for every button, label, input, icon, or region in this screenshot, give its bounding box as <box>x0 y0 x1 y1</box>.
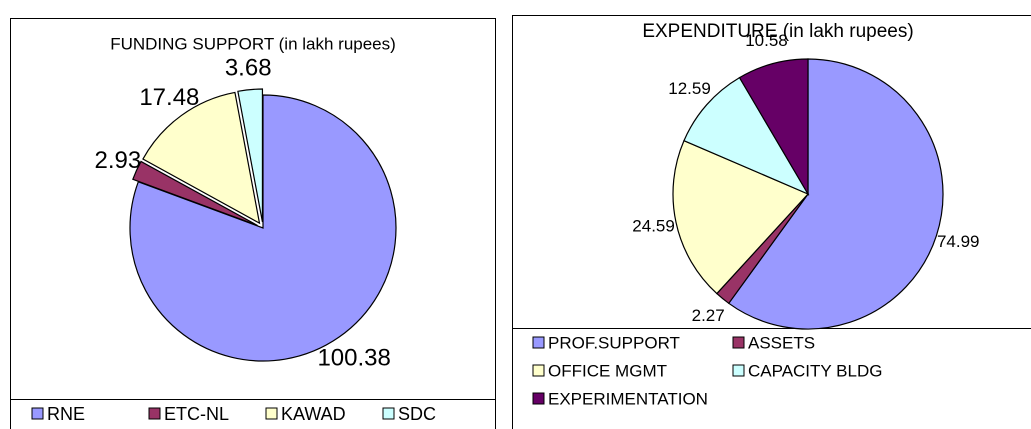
data-label: 2.93 <box>94 147 141 174</box>
data-label: 3.68 <box>225 54 272 81</box>
legend-label: KAWAD <box>281 404 346 424</box>
legend-swatch <box>31 407 44 420</box>
data-label: 74.99 <box>937 232 980 251</box>
legend-frame <box>512 328 1031 429</box>
data-label: 2.27 <box>692 306 725 325</box>
pie-slice <box>727 58 944 330</box>
legend-label: ASSETS <box>748 333 815 352</box>
pie-slice <box>672 139 810 295</box>
legend-label: EXPERIMENTATION <box>548 389 708 408</box>
pie-slice <box>738 58 809 197</box>
legend-swatch <box>532 392 545 405</box>
legend-label: ETC-NL <box>164 404 229 424</box>
pie-slice <box>132 160 258 227</box>
legend-label: PROF.SUPPORT <box>548 333 680 352</box>
pie-slice <box>683 76 810 196</box>
legend-frame <box>10 399 496 429</box>
pie-slice <box>237 88 264 223</box>
legend-swatch <box>265 407 278 420</box>
legend-label: RNE <box>47 404 85 424</box>
chart-frame <box>10 18 496 429</box>
legend-swatch <box>732 364 745 377</box>
chart-title: FUNDING SUPPORT (in lakh rupees) <box>110 34 396 53</box>
legend-swatch <box>532 336 545 349</box>
legend-swatch <box>382 407 395 420</box>
data-label: 24.59 <box>632 217 675 236</box>
pie-slice <box>129 94 397 362</box>
data-label: 10.58 <box>745 31 788 50</box>
pie-slice <box>142 91 261 225</box>
chart-title: EXPENDITURE (in lakh rupees) <box>642 21 913 42</box>
legend-swatch <box>732 336 745 349</box>
legend-label: SDC <box>398 404 436 424</box>
legend-swatch <box>148 407 161 420</box>
legend-label: CAPACITY BLDG <box>748 361 882 380</box>
data-label: 100.38 <box>317 344 390 371</box>
data-label: 17.48 <box>139 84 199 111</box>
legend-swatch <box>532 364 545 377</box>
chart-frame <box>512 15 1031 429</box>
legend-label: OFFICE MGMT <box>548 361 667 380</box>
data-label: 12.59 <box>668 79 711 98</box>
